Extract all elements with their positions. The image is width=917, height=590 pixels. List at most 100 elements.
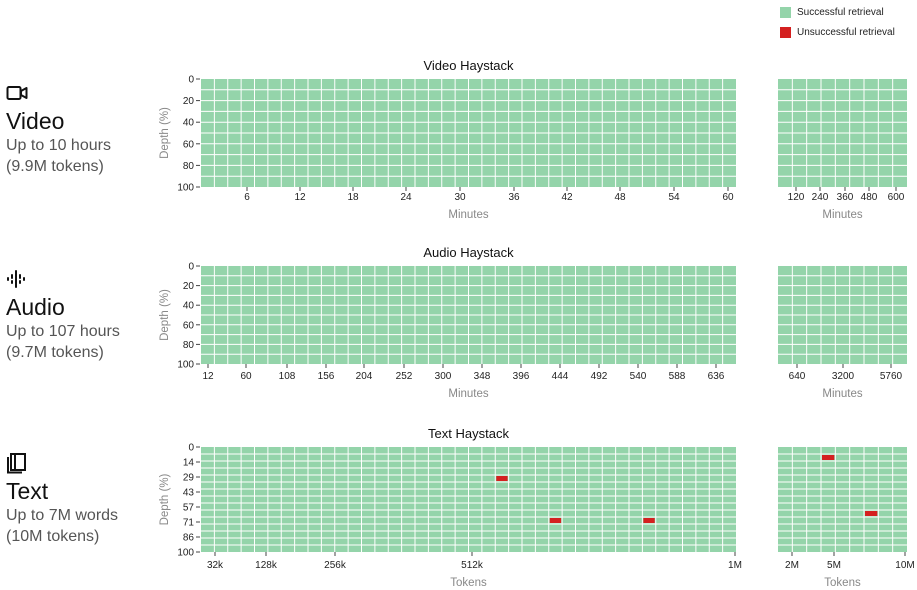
- x-tick-label: 10M: [895, 560, 914, 571]
- x-tick-label: 5M: [827, 560, 841, 571]
- y-tick-label: 100: [177, 360, 194, 371]
- y-tick-label: 71: [183, 518, 195, 529]
- x-tick-label: 60: [722, 192, 734, 203]
- legend-success-label: Successful retrieval: [797, 6, 884, 18]
- legend-fail-swatch: [780, 26, 791, 38]
- video-duration: Up to 10 hours: [6, 137, 111, 154]
- failure-cell: [822, 455, 835, 460]
- video-modality: Video Up to 10 hours (9.9M tokens): [6, 82, 111, 177]
- y-tick-label: 60: [183, 139, 195, 150]
- x-tick-label: 540: [630, 371, 647, 382]
- x-tick-label: 6: [244, 192, 250, 203]
- video-camera-icon: [6, 86, 28, 100]
- audio-tokens: (9.7M tokens): [6, 344, 104, 361]
- x-axis-label: Tokens: [450, 577, 487, 589]
- x-tick-label: 360: [837, 192, 854, 203]
- chart-title: Video Haystack: [423, 58, 514, 73]
- audio-waveform-icon: [7, 270, 25, 288]
- audio-modality: Audio Up to 107 hours (9.7M tokens): [6, 268, 120, 363]
- y-tick-label: 40: [183, 118, 195, 129]
- y-tick-label: 80: [183, 161, 195, 172]
- y-tick-label: 40: [183, 301, 195, 312]
- y-tick-label: 20: [183, 281, 195, 292]
- text-modality: Text Up to 7M words (10M tokens): [6, 452, 118, 547]
- book-icon: [7, 453, 26, 474]
- x-tick-label: 5760: [880, 371, 903, 382]
- x-tick-label: 12: [202, 371, 214, 382]
- chart-title: Text Haystack: [428, 426, 509, 441]
- chart-0: Video Haystack 0 20 40 60 80 100 Depth (%) 6 12 18…: [159, 58, 907, 221]
- x-tick-label: 60: [240, 371, 252, 382]
- x-axis-label: Tokens: [824, 577, 861, 589]
- y-tick-label: 43: [183, 488, 195, 499]
- y-tick-label: 57: [183, 503, 195, 514]
- failure-cell: [643, 518, 655, 523]
- x-tick-label: 48: [614, 192, 626, 203]
- x-tick-label: 32k: [207, 560, 224, 571]
- x-tick-label: 128k: [255, 560, 278, 571]
- y-axis-label: Depth (%): [159, 289, 171, 341]
- failure-cell: [496, 476, 508, 481]
- x-tick-label: 348: [474, 371, 491, 382]
- x-tick-label: 18: [347, 192, 359, 203]
- y-tick-label: 60: [183, 320, 195, 331]
- x-tick-label: 204: [356, 371, 373, 382]
- x-tick-label: 108: [279, 371, 296, 382]
- legend-fail: Unsuccessful retrieval: [780, 22, 895, 42]
- legend-success-swatch: [780, 6, 791, 18]
- x-tick-label: 156: [318, 371, 335, 382]
- y-tick-label: 0: [188, 262, 194, 273]
- x-tick-label: 1M: [728, 560, 742, 571]
- y-tick-label: 100: [177, 548, 194, 559]
- x-tick-label: 396: [513, 371, 530, 382]
- y-tick-label: 14: [183, 458, 195, 469]
- chart-title: Audio Haystack: [423, 245, 514, 260]
- audio-name: Audio: [6, 294, 65, 320]
- x-axis-label: Minutes: [822, 388, 863, 400]
- x-tick-label: 492: [591, 371, 608, 382]
- y-tick-label: 29: [183, 473, 195, 484]
- x-tick-label: 120: [788, 192, 805, 203]
- x-axis-label: Minutes: [448, 209, 489, 221]
- y-axis-label: Depth (%): [159, 473, 171, 525]
- x-tick-label: 54: [668, 192, 680, 203]
- text-name: Text: [6, 478, 49, 504]
- x-tick-label: 512k: [461, 560, 484, 571]
- x-tick-label: 12: [294, 192, 306, 203]
- legend-fail-label: Unsuccessful retrieval: [797, 26, 895, 38]
- x-tick-label: 588: [669, 371, 686, 382]
- x-tick-label: 444: [552, 371, 569, 382]
- failure-cell: [865, 511, 878, 516]
- x-tick-label: 252: [396, 371, 413, 382]
- audio-duration: Up to 107 hours: [6, 323, 120, 340]
- chart-2: Text Haystack 0 14 29 43 57 71 86 100 Depth (%) 32…: [159, 426, 915, 589]
- x-tick-label: 30: [454, 192, 466, 203]
- x-tick-label: 256k: [324, 560, 347, 571]
- chart-1: Audio Haystack 0 20 40 60 80 100 Depth (%) 12 60 1…: [159, 245, 907, 400]
- x-tick-label: 300: [435, 371, 452, 382]
- legend: Successful retrieval Unsuccessful retrie…: [780, 2, 895, 42]
- video-tokens: (9.9M tokens): [6, 158, 104, 175]
- y-tick-label: 80: [183, 340, 195, 351]
- x-tick-label: 480: [861, 192, 878, 203]
- text-words: Up to 7M words: [6, 507, 119, 524]
- y-axis-label: Depth (%): [159, 107, 171, 159]
- y-tick-label: 20: [183, 96, 195, 107]
- x-tick-label: 640: [789, 371, 806, 382]
- x-axis-label: Minutes: [448, 388, 489, 400]
- x-tick-label: 3200: [832, 371, 855, 382]
- heatmap-panel: [778, 447, 907, 552]
- y-tick-label: 100: [177, 183, 194, 194]
- failure-cell: [549, 518, 562, 523]
- x-tick-label: 240: [812, 192, 829, 203]
- text-tokens: (10M tokens): [6, 528, 100, 545]
- y-tick-label: 86: [183, 533, 195, 544]
- x-tick-label: 42: [561, 192, 573, 203]
- x-tick-label: 36: [508, 192, 520, 203]
- x-tick-label: 636: [708, 371, 725, 382]
- x-tick-label: 600: [888, 192, 905, 203]
- x-tick-label: 24: [400, 192, 412, 203]
- y-tick-label: 0: [188, 443, 194, 454]
- x-tick-label: 2M: [785, 560, 799, 571]
